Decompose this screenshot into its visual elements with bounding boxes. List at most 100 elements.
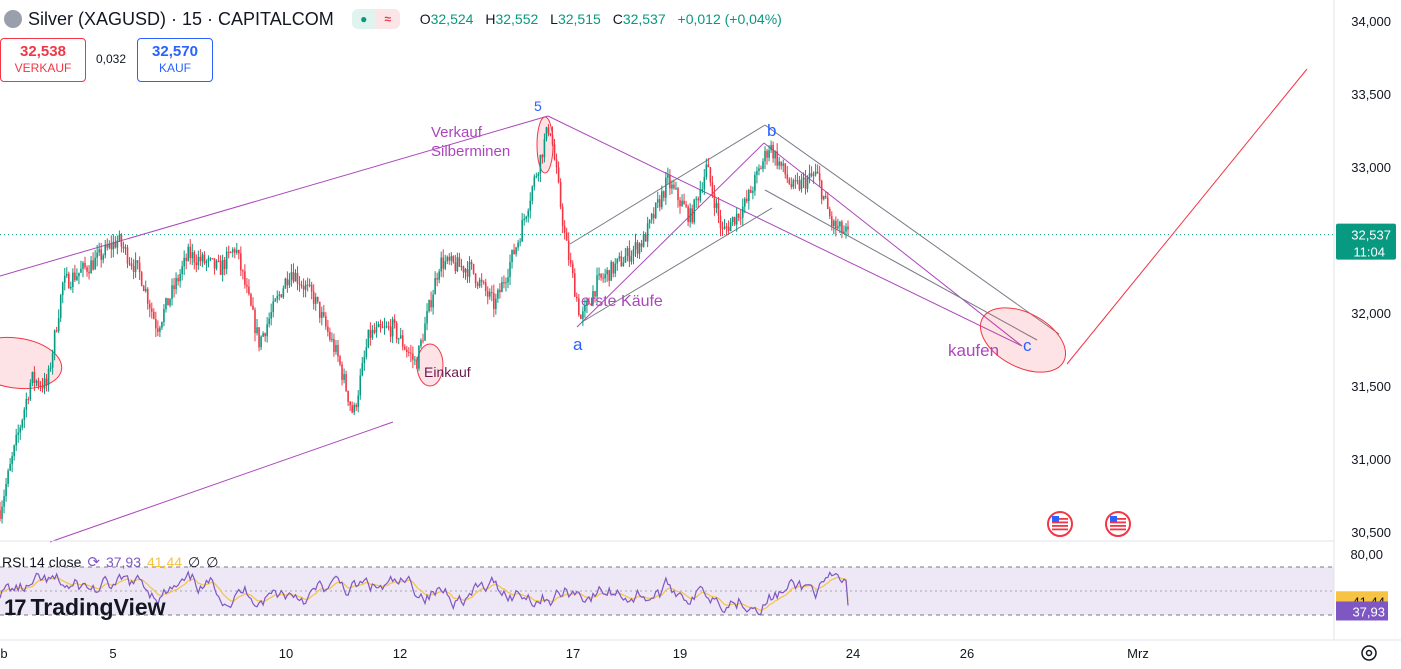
candle <box>727 220 730 234</box>
candle <box>401 329 404 351</box>
buy-button[interactable]: 32,570 KAUF <box>137 38 213 82</box>
candle <box>776 143 778 170</box>
candle <box>325 312 327 330</box>
candle <box>470 259 473 270</box>
price-tick-label: 31,500 <box>1351 379 1391 394</box>
candle <box>460 259 463 271</box>
candle <box>57 309 60 334</box>
candle <box>650 212 653 224</box>
refresh-icon[interactable]: ⟳ <box>87 554 100 571</box>
candle <box>602 273 604 283</box>
candle <box>428 299 430 313</box>
candle <box>418 345 420 371</box>
candle <box>78 272 80 285</box>
candle <box>21 418 24 431</box>
candle <box>248 279 250 296</box>
candle <box>448 253 451 265</box>
candle <box>474 273 477 288</box>
candle <box>35 379 38 387</box>
ohlc-close-value: 32,537 <box>622 11 666 27</box>
candle <box>784 163 787 179</box>
candle <box>841 219 843 239</box>
candle <box>824 191 827 199</box>
candle <box>681 194 683 207</box>
candle <box>274 297 277 302</box>
candle <box>104 239 107 259</box>
candle <box>233 247 236 259</box>
candle <box>405 345 408 358</box>
candle <box>329 327 331 342</box>
rsi-legend[interactable]: RSI 14 close ⟳ 37,93 41,44 ∅ ∅ <box>2 553 218 572</box>
candle <box>318 301 321 323</box>
candle <box>545 126 548 142</box>
candle <box>250 292 252 307</box>
time-tick-label: 19 <box>673 646 687 661</box>
candle <box>165 297 167 313</box>
highlight-ellipse-left <box>0 336 63 390</box>
us-event-flag-icon[interactable] <box>1105 511 1131 537</box>
candle <box>746 190 748 204</box>
us-event-flag-icon[interactable] <box>1047 511 1073 537</box>
candle <box>671 180 673 195</box>
candle <box>201 252 204 268</box>
candle <box>424 316 426 341</box>
candle <box>189 239 192 265</box>
time-tick-label: 5 <box>109 646 116 661</box>
time-tick-label: Mrz <box>1127 646 1149 661</box>
rsi-ma-value: 41,44 <box>147 554 183 570</box>
candle <box>177 274 179 286</box>
candle <box>818 165 821 187</box>
rsi-value-label: 37,93 <box>1336 601 1388 621</box>
candle <box>134 252 137 278</box>
candle <box>555 153 558 174</box>
candle <box>703 168 706 195</box>
tradingview-logo[interactable]: 17 TradingView <box>4 594 166 621</box>
settings-icon[interactable] <box>1361 645 1377 661</box>
candle <box>264 332 266 342</box>
candle <box>114 236 117 249</box>
candle <box>588 297 590 305</box>
candle <box>571 260 574 278</box>
candle <box>642 231 645 248</box>
candle <box>596 267 598 304</box>
ohlc-open-key: O <box>419 11 431 27</box>
candle <box>794 174 797 189</box>
candle <box>782 159 785 173</box>
candle <box>717 197 720 224</box>
candle <box>203 251 206 265</box>
candle <box>835 216 837 237</box>
candle <box>169 298 171 308</box>
sell-button[interactable]: 32,538 VERKAUF <box>0 38 86 82</box>
candle <box>11 451 13 473</box>
candle <box>414 356 416 366</box>
candle <box>136 260 139 270</box>
candle <box>33 366 36 391</box>
candle <box>5 477 7 502</box>
candle <box>65 267 68 279</box>
candle <box>648 219 651 229</box>
market-status-pill[interactable]: ● ≈ <box>351 9 400 29</box>
candle <box>41 377 44 393</box>
candle <box>539 154 542 183</box>
candle <box>351 401 353 414</box>
candle <box>537 171 540 182</box>
sell-label: VERKAUF <box>14 61 72 75</box>
annotation-erste-kaeufe: erste Käufe <box>581 293 663 310</box>
buy-label: KAUF <box>158 61 191 75</box>
candle <box>810 166 813 178</box>
candle <box>171 278 173 306</box>
ohlc-legend: O32,524 H32,552 L32,515 C32,537 +0,012 (… <box>420 11 790 27</box>
svg-text:37,93: 37,93 <box>1352 604 1385 619</box>
symbol-title[interactable]: Silver (XAGUSD) · 15 · CAPITALCOM <box>28 8 334 29</box>
candle <box>118 230 121 243</box>
candle <box>462 265 465 279</box>
candle <box>612 261 615 278</box>
candle <box>679 197 681 214</box>
candle <box>831 211 833 231</box>
current-price-value: 32,537 <box>1351 228 1391 243</box>
candle <box>373 323 376 335</box>
wave-line-b-c <box>763 142 1023 347</box>
candle <box>229 251 232 254</box>
candle <box>497 288 499 303</box>
